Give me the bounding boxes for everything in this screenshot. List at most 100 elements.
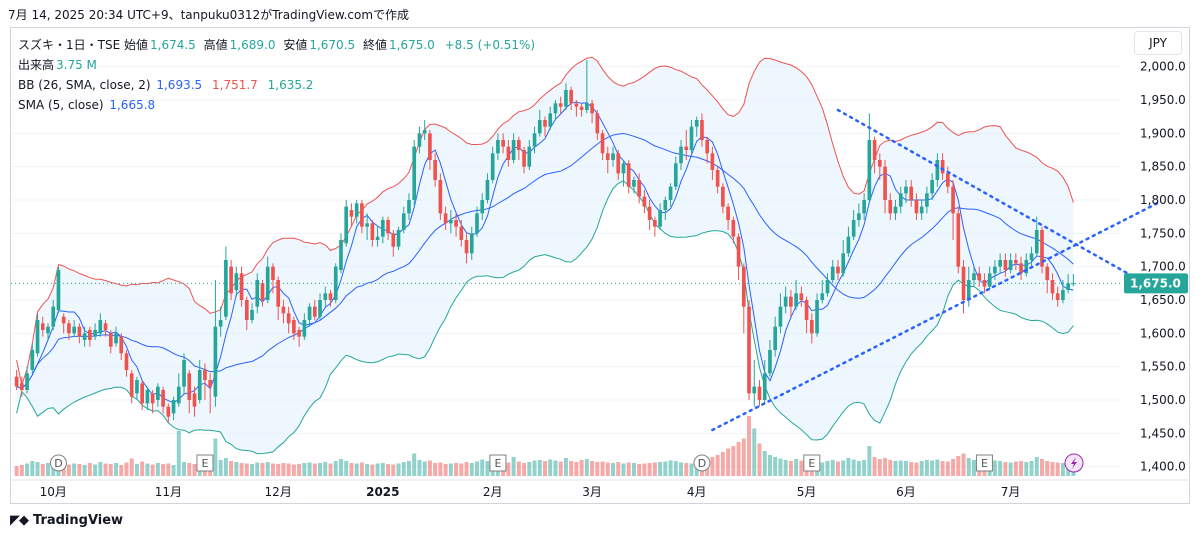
candle-body — [401, 213, 406, 230]
candle — [605, 146, 610, 174]
candle-body — [260, 283, 265, 300]
volume-bar — [250, 464, 255, 476]
candle — [72, 320, 76, 337]
volume-bar — [438, 462, 443, 476]
candle — [25, 366, 29, 394]
dividend-marker — [49, 454, 67, 472]
candle — [124, 350, 129, 377]
candle-body — [182, 360, 186, 387]
candle-body — [229, 266, 233, 294]
candle-body — [176, 386, 181, 404]
candle-body — [590, 103, 594, 114]
candle — [574, 100, 579, 117]
volume-bar — [1013, 461, 1018, 476]
candle-body — [20, 383, 24, 390]
candle — [799, 286, 804, 307]
candle — [229, 260, 233, 300]
volume-bar — [626, 462, 631, 476]
candle-body — [307, 306, 312, 320]
candle-body — [119, 336, 124, 354]
volume-bar — [658, 462, 663, 476]
volume-bar — [747, 416, 752, 476]
legend-bb[interactable]: BB (26, SMA, close, 2) 1,693.5 1,751.7 1… — [18, 75, 539, 95]
candle — [930, 173, 934, 200]
open-value: 1,674.5 — [150, 38, 196, 52]
candle — [93, 323, 97, 340]
candle-body — [1003, 260, 1008, 270]
brand[interactable]: ◤◆ TradingView — [10, 513, 123, 528]
y-tick-label: 2,000.0 — [1140, 60, 1186, 74]
candle — [454, 213, 458, 237]
volume-bar — [846, 458, 851, 476]
candle — [1055, 286, 1060, 307]
candle-body — [469, 233, 474, 254]
candle-body — [161, 390, 165, 407]
earnings-marker — [489, 454, 507, 472]
candle-body — [815, 300, 819, 334]
x-axis: 10月 11月 12月 2025 2月 3月 4月 5月 6月 7月 — [40, 485, 1021, 499]
volume-bar — [380, 463, 385, 476]
candle-body — [726, 206, 730, 220]
candle-body — [694, 120, 699, 127]
candle — [1014, 253, 1018, 270]
candle-body — [255, 280, 260, 307]
marker-label: D — [54, 457, 62, 470]
candle — [694, 116, 699, 137]
candle — [846, 226, 851, 257]
volume-bar — [114, 463, 119, 476]
candle — [208, 373, 213, 414]
candle — [302, 313, 307, 340]
candle-body — [951, 186, 955, 214]
legend-sma[interactable]: SMA (5, close) 1,665.8 — [18, 95, 539, 115]
candle — [391, 230, 396, 257]
symbol-title[interactable]: スズキ・1日・TSE — [18, 38, 121, 52]
volume-bar — [903, 461, 908, 476]
candle-body — [46, 326, 50, 334]
candle-body — [187, 373, 192, 400]
candle — [804, 296, 809, 334]
candle-body — [98, 320, 103, 334]
dividend-marker — [693, 454, 711, 472]
candle — [747, 300, 751, 400]
currency-button[interactable]: JPY — [1134, 31, 1182, 55]
candle-body — [150, 393, 155, 404]
candle-body — [1008, 260, 1013, 270]
candle — [396, 226, 401, 250]
candle — [35, 313, 40, 357]
candle-body — [234, 273, 239, 290]
candle-body — [600, 133, 605, 154]
brand-name: TradingView — [33, 513, 124, 528]
candle — [679, 140, 683, 170]
candle-body — [893, 206, 898, 214]
candle — [260, 280, 265, 307]
candle — [872, 136, 877, 174]
change-value: +8.5 (+0.51%) — [444, 38, 536, 52]
candle-body — [945, 173, 950, 187]
y-tick-label: 1,950.0 — [1140, 93, 1186, 107]
candle-body — [925, 193, 929, 207]
candle — [370, 220, 375, 247]
legend-volume[interactable]: 出来高 3.75 M — [18, 55, 539, 75]
candle — [480, 193, 485, 220]
candle-body — [501, 140, 505, 147]
volume-bar — [919, 461, 924, 476]
volume-bar — [386, 464, 391, 476]
candle — [224, 246, 228, 320]
candle-body — [647, 206, 652, 220]
candle-body — [449, 220, 453, 224]
candle-body — [569, 90, 573, 104]
x-tick-label: 6月 — [896, 485, 916, 499]
candle-body — [354, 203, 359, 217]
candle — [449, 210, 453, 234]
candle — [715, 166, 720, 194]
volume-bar — [1034, 457, 1039, 476]
candle — [517, 136, 521, 160]
marker-label: E — [808, 457, 815, 470]
candle-body — [867, 140, 872, 200]
candle-body — [480, 200, 485, 214]
chart-frame[interactable] — [10, 27, 1190, 504]
candle — [459, 220, 464, 247]
volume-bar — [354, 463, 359, 476]
candle — [1071, 274, 1076, 287]
